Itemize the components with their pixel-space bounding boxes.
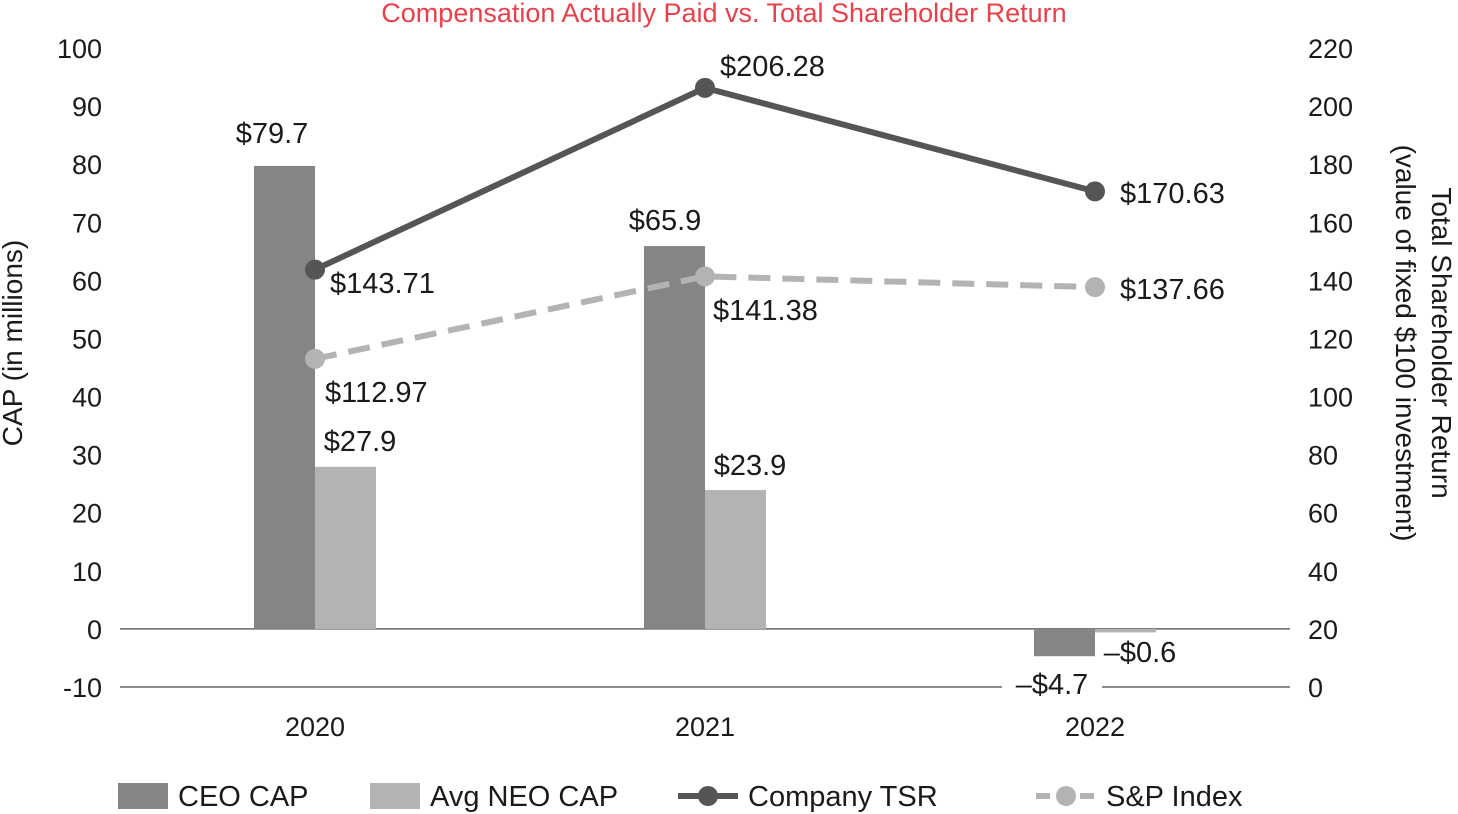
line-s-p-index	[314, 273, 1096, 362]
y2-tick-label: 80	[1308, 441, 1338, 471]
y-tick-label: 40	[72, 383, 102, 413]
legend-marker-company-tsr	[698, 786, 718, 806]
right-axis-title-line1: Total Shareholder Return	[1426, 187, 1457, 498]
line-data-label: $170.63	[1120, 178, 1225, 210]
y2-tick-label: 60	[1308, 499, 1338, 529]
x-axis-ticks: 2020 2021 2022	[285, 712, 1125, 742]
bar-avg-neo-cap	[315, 466, 376, 629]
legend: CEO CAP Avg NEO CAP Company TSR S&P Index	[118, 781, 1243, 813]
y2-tick-label: 160	[1308, 208, 1353, 238]
line-point	[1085, 181, 1105, 202]
legend-swatch-ceo-cap	[118, 783, 168, 809]
y2-tick-label: 20	[1308, 615, 1338, 645]
x-tick-label: 2021	[675, 712, 735, 742]
line-company-tsr	[313, 84, 1096, 273]
line-point	[1085, 277, 1105, 298]
legend-label: S&P Index	[1106, 781, 1243, 813]
line-point	[695, 77, 715, 98]
bar-ceo-cap	[254, 165, 315, 629]
bar-avg-neo-cap	[705, 490, 766, 629]
y-tick-label: 80	[72, 150, 102, 180]
y2-tick-label: 40	[1308, 557, 1338, 587]
label-backdrop	[1002, 668, 1102, 702]
y2-tick-label: 180	[1308, 150, 1353, 180]
y-tick-label: 70	[72, 208, 102, 238]
line-series	[305, 77, 1105, 369]
line-point	[695, 266, 715, 287]
x-tick-label: 2022	[1065, 712, 1125, 742]
y2-tick-label: 140	[1308, 266, 1353, 296]
line-data-label: $112.97	[325, 377, 428, 409]
y-tick-label: 50	[72, 324, 102, 354]
data-labels: $79.7 $65.9 –$4.7 $27.9 $23.9 –$0.6 $143.71 $20…	[236, 51, 1225, 702]
y-tick-label: 90	[72, 92, 102, 122]
bar-avg-neo-cap	[1095, 628, 1156, 633]
y-tick-label: -10	[63, 673, 102, 703]
bar-data-label: $79.7	[236, 118, 309, 150]
legend-swatch-avg-neo-cap	[370, 783, 420, 809]
y2-tick-label: 100	[1308, 383, 1353, 413]
y2-tick-label: 200	[1308, 92, 1353, 122]
right-axis-title-line2: (value of fixed $100 investment)	[1390, 145, 1421, 542]
y-tick-label: 20	[72, 499, 102, 529]
bar-ceo-cap	[1034, 628, 1095, 657]
y2-tick-label: 220	[1308, 34, 1353, 64]
bar-data-label: $23.9	[714, 450, 787, 482]
bar-data-label: $65.9	[629, 205, 702, 237]
bar-data-label: $27.9	[324, 426, 397, 458]
legend-label: Avg NEO CAP	[430, 781, 618, 813]
y-tick-label: 60	[72, 266, 102, 296]
legend-label: CEO CAP	[178, 781, 309, 813]
chart-title: Compensation Actually Paid vs. Total Sha…	[381, 0, 1066, 28]
bar-series	[254, 165, 1156, 657]
line-data-label: $137.66	[1120, 274, 1225, 306]
bar-data-label: –$0.6	[1104, 637, 1177, 669]
y2-tick-label: 0	[1308, 673, 1323, 703]
line-point	[305, 348, 325, 369]
y2-tick-label: 120	[1308, 324, 1353, 354]
line-data-label: $206.28	[720, 51, 825, 83]
left-axis-title: CAP (in millions)	[0, 240, 28, 446]
legend-label: Company TSR	[748, 781, 938, 813]
bar-ceo-cap	[644, 246, 705, 629]
y-tick-label: 10	[72, 557, 102, 587]
bar-data-label: –$4.7	[1016, 669, 1089, 701]
line-data-label: $141.38	[713, 295, 818, 327]
legend-marker-sp-index	[1056, 786, 1076, 806]
x-tick-label: 2020	[285, 712, 345, 742]
line-data-label: $143.71	[330, 268, 435, 300]
line-point	[305, 259, 325, 280]
y-tick-label: 30	[72, 441, 102, 471]
y-tick-label: 0	[87, 615, 102, 645]
y-tick-label: 100	[57, 34, 102, 64]
